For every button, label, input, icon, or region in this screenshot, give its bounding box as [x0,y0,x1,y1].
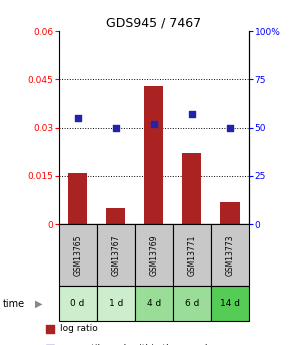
Text: ▶: ▶ [35,299,43,308]
Bar [97,224,135,286]
Bar [182,154,201,224]
Text: GSM13769: GSM13769 [149,235,158,276]
Bar [135,286,173,321]
Bar [173,224,211,286]
Bar [97,286,135,321]
Bar [211,286,249,321]
Bar [211,224,249,286]
Point [190,111,194,117]
Bar [59,224,97,286]
Title: GDS945 / 7467: GDS945 / 7467 [106,17,201,30]
Bar [220,202,239,224]
Point [48,326,52,331]
Point [75,115,80,121]
Point [151,121,156,127]
Text: GSM13765: GSM13765 [73,235,82,276]
Text: 1 d: 1 d [108,299,123,308]
Point [113,125,118,130]
Text: 6 d: 6 d [185,299,199,308]
Text: 4 d: 4 d [147,299,161,308]
Bar [59,286,97,321]
Text: log ratio: log ratio [60,324,98,333]
Text: percentile rank within the sample: percentile rank within the sample [60,344,214,345]
Text: GSM13773: GSM13773 [226,235,234,276]
Bar [144,86,163,224]
Text: GSM13771: GSM13771 [188,235,196,276]
Point [228,125,232,130]
Text: 14 d: 14 d [220,299,240,308]
Bar [68,173,87,224]
Text: GSM13767: GSM13767 [111,235,120,276]
Bar [173,286,211,321]
Bar [106,208,125,224]
Text: time: time [3,299,25,308]
Bar [135,224,173,286]
Text: 0 d: 0 d [70,299,85,308]
